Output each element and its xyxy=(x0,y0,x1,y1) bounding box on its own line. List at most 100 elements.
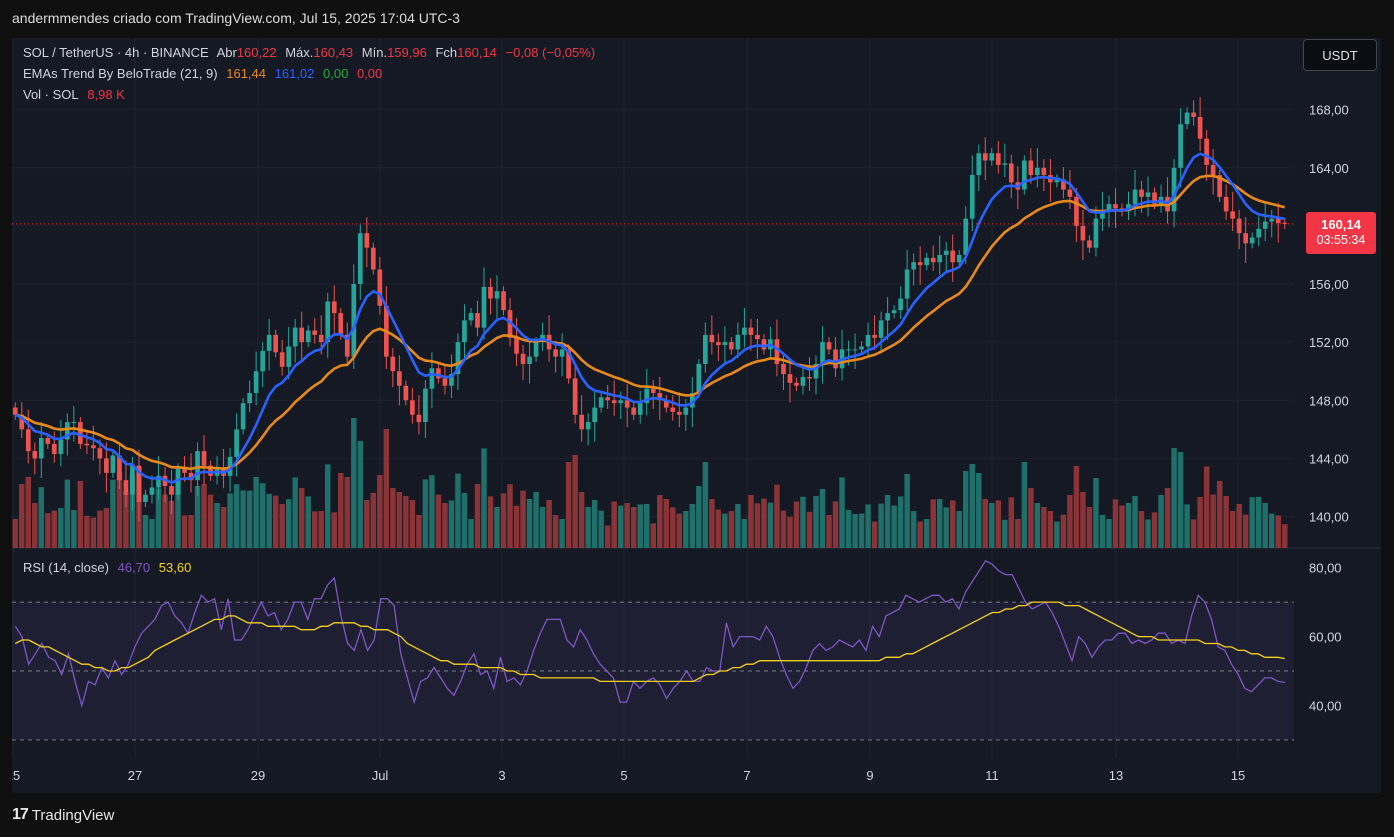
volume-bar xyxy=(1125,503,1132,548)
rsi-name[interactable]: RSI (14, close) xyxy=(23,560,109,575)
candle-body xyxy=(1087,240,1092,248)
currency-button[interactable]: USDT xyxy=(1303,39,1377,71)
volume-bar xyxy=(1034,503,1041,548)
volume-bar xyxy=(845,510,852,548)
volume-bar xyxy=(930,499,936,548)
candle-body xyxy=(410,400,415,415)
rsi-legend[interactable]: RSI (14, close) 46,70 53,60 xyxy=(23,560,196,575)
candle-body xyxy=(618,400,624,404)
volume-bar xyxy=(1041,507,1047,548)
candle-body xyxy=(117,455,122,481)
last-price-tag: 160,14 03:55:34 xyxy=(1306,212,1376,254)
volume-bar xyxy=(604,525,611,548)
candle-body xyxy=(351,284,357,357)
candle-body xyxy=(449,374,454,386)
candle-body xyxy=(1041,167,1047,176)
candle-body xyxy=(1093,218,1099,248)
volume-bar xyxy=(793,501,800,548)
candle-body xyxy=(657,392,663,401)
volume-bar xyxy=(351,418,357,548)
date-tick-label: 11 xyxy=(985,768,999,783)
volume-bar xyxy=(1015,519,1021,548)
candle-body xyxy=(722,342,728,346)
candle-body xyxy=(240,403,246,430)
candle-body xyxy=(1054,179,1060,183)
volume-bar xyxy=(1197,497,1203,548)
volume-bar xyxy=(97,510,103,548)
change-value: −0,08 (−0,05%) xyxy=(505,45,596,60)
volume-bar xyxy=(142,515,149,548)
candle-body xyxy=(956,254,962,263)
volume-bar xyxy=(429,475,435,548)
volume-bar xyxy=(1210,494,1216,548)
candle-body xyxy=(149,487,155,495)
volume-bar xyxy=(1054,521,1060,548)
volume-bar xyxy=(246,490,253,548)
candle-body xyxy=(84,443,90,446)
volume-bar xyxy=(292,477,298,548)
candle-body xyxy=(247,392,252,404)
volume-bar xyxy=(390,488,396,548)
chart-canvas[interactable]: 140,00 144,00 148,00 152,00 156,00 164,00 168,… xyxy=(12,38,1381,793)
chart-panel[interactable]: 140,00 144,00 148,00 152,00 156,00 164,00 168,… xyxy=(12,38,1381,793)
price-tick-label: 156,00 xyxy=(1309,277,1349,292)
volume-bar xyxy=(839,477,845,548)
candle-body xyxy=(637,403,643,415)
candlesticks xyxy=(12,97,1288,522)
volume-bar xyxy=(58,508,64,548)
ema-name[interactable]: EMAs Trend By BeloTrade (21, 9) xyxy=(23,66,218,81)
volume-bar xyxy=(71,510,77,548)
candle-body xyxy=(143,494,148,502)
candle-body xyxy=(865,334,871,347)
volume-legend[interactable]: Vol · SOL 8,98 K xyxy=(23,87,130,102)
volume-bar xyxy=(891,505,897,548)
high-value: 160,43 xyxy=(313,45,354,60)
symbol-legend[interactable]: SOL / TetherUS · 4h · BINANCE Abr160,22 … xyxy=(23,45,600,60)
volume-bar xyxy=(754,503,761,548)
volume-bar xyxy=(617,505,624,548)
candle-body xyxy=(416,414,422,423)
candle-body xyxy=(820,342,825,364)
volume-bar xyxy=(253,477,259,548)
date-tick-label: 9 xyxy=(866,768,873,783)
candle-body xyxy=(1262,221,1268,229)
candle-body xyxy=(292,327,298,347)
candle-body xyxy=(670,407,676,412)
volume-bar xyxy=(598,510,604,548)
volume-bar xyxy=(683,511,689,548)
volume-bar xyxy=(1275,515,1281,548)
volume-bar xyxy=(709,499,715,548)
volume-bar xyxy=(77,481,84,548)
tradingview-logo-icon: 17 xyxy=(12,806,29,823)
candle-body xyxy=(501,291,506,311)
volume-bar xyxy=(1171,448,1177,548)
symbol-name[interactable]: SOL / TetherUS · 4h · BINANCE xyxy=(23,45,209,60)
volume-bar xyxy=(637,504,643,548)
candle-body xyxy=(963,218,969,255)
volume-bar xyxy=(982,499,989,548)
candle-body xyxy=(885,313,890,321)
volume-bar xyxy=(565,462,572,548)
volume-bar xyxy=(500,493,507,548)
volume-name[interactable]: Vol · SOL xyxy=(23,87,79,102)
volume-bar xyxy=(207,494,214,548)
volume-bar xyxy=(943,507,949,548)
volume-bar xyxy=(761,498,767,548)
volume-bar xyxy=(884,495,891,548)
open-value: 160,22 xyxy=(236,45,277,60)
volume-bar xyxy=(787,516,793,548)
candle-body xyxy=(859,346,864,350)
candle-body xyxy=(1269,218,1275,222)
footer-brand[interactable]: 17 TradingView xyxy=(12,806,114,824)
candle-body xyxy=(924,257,930,266)
candle-body xyxy=(78,422,83,444)
candle-body xyxy=(273,334,279,353)
ema-legend[interactable]: EMAs Trend By BeloTrade (21, 9) 161,44 1… xyxy=(23,66,387,81)
candle-body xyxy=(852,349,858,351)
volume-bar xyxy=(624,503,630,548)
candle-body xyxy=(279,352,285,367)
volume-bars xyxy=(12,418,1288,548)
candle-body xyxy=(175,468,181,495)
candle-body xyxy=(911,262,917,270)
volume-bar xyxy=(64,479,71,548)
